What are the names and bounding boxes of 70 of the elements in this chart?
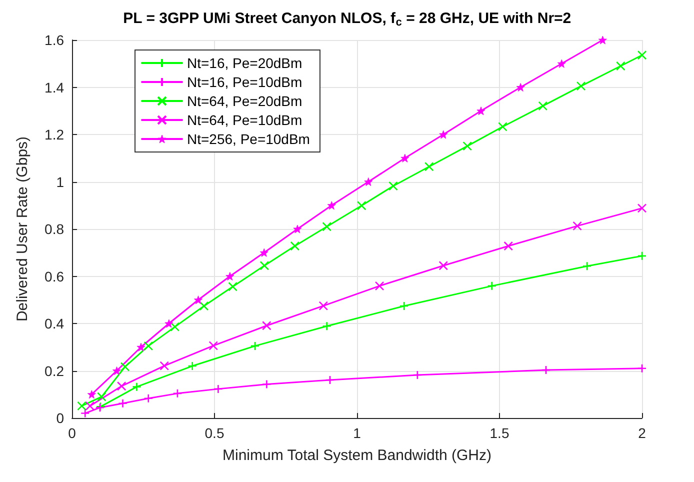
point [260, 248, 268, 257]
legend-label: Nt=256, Pe=10dBm [187, 131, 310, 147]
x-tick-label: 0.5 [204, 425, 224, 441]
point [327, 201, 336, 210]
point [160, 361, 169, 370]
point [557, 59, 566, 68]
point [199, 301, 209, 311]
y-tick-label: 0.2 [44, 362, 64, 379]
y-tick-label: 0.6 [44, 268, 64, 284]
point [356, 200, 366, 210]
point [116, 381, 126, 391]
point [77, 401, 86, 411]
point [260, 260, 270, 270]
point [388, 181, 398, 191]
point [374, 281, 384, 291]
point [637, 50, 647, 60]
legend-label: Nt=16, Pe=20dBm [187, 55, 302, 71]
y-tick-label: 1 [56, 174, 64, 190]
point [538, 101, 548, 111]
x-tick-label: 2 [638, 425, 646, 441]
point [516, 83, 525, 92]
point [136, 342, 146, 352]
point [462, 141, 472, 151]
y-tick-label: 0 [56, 410, 64, 426]
point [144, 341, 154, 351]
y-tick-label: 1.6 [44, 32, 64, 48]
point [194, 296, 203, 304]
legend-label: Nt=16, Pe=10dBm [187, 74, 302, 90]
point [290, 241, 300, 251]
point [318, 301, 328, 310]
point [576, 81, 586, 91]
point [637, 251, 647, 261]
point [572, 221, 582, 231]
point [637, 204, 647, 213]
x-axis-title: Minimum Total System Bandwidth (GHz) [222, 447, 492, 464]
point [438, 260, 448, 270]
point [439, 130, 448, 139]
point [170, 322, 180, 332]
x-tick-label: 1.5 [490, 425, 510, 441]
point [262, 320, 272, 330]
point [96, 392, 106, 402]
point [400, 154, 410, 162]
y-tick-label: 0.4 [44, 316, 64, 332]
point [498, 122, 508, 132]
point [616, 61, 626, 71]
point [172, 388, 182, 398]
point [364, 178, 373, 186]
point [504, 241, 513, 251]
point [120, 362, 130, 372]
point [637, 364, 647, 374]
point [322, 222, 332, 232]
x-tick-label: 1 [353, 425, 362, 441]
point [208, 341, 218, 350]
point [164, 319, 174, 328]
x-tick-label: 0 [68, 425, 76, 441]
point [293, 224, 302, 234]
point [228, 282, 238, 292]
point [112, 366, 121, 375]
y-tick-label: 1.2 [44, 126, 64, 142]
point [226, 272, 234, 280]
y-tick-label: 0.8 [44, 221, 64, 237]
point [424, 162, 434, 172]
y-tick-label: 1.4 [44, 79, 64, 96]
point [476, 106, 486, 116]
legend-label: Nt=64, Pe=10dBm [187, 112, 302, 128]
y-axis-title: Delivered User Rate (Gbps) [14, 136, 31, 322]
point [598, 36, 607, 44]
point [87, 390, 96, 399]
point [250, 341, 260, 351]
legend-label: Nt=64, Pe=20dBm [187, 93, 302, 109]
